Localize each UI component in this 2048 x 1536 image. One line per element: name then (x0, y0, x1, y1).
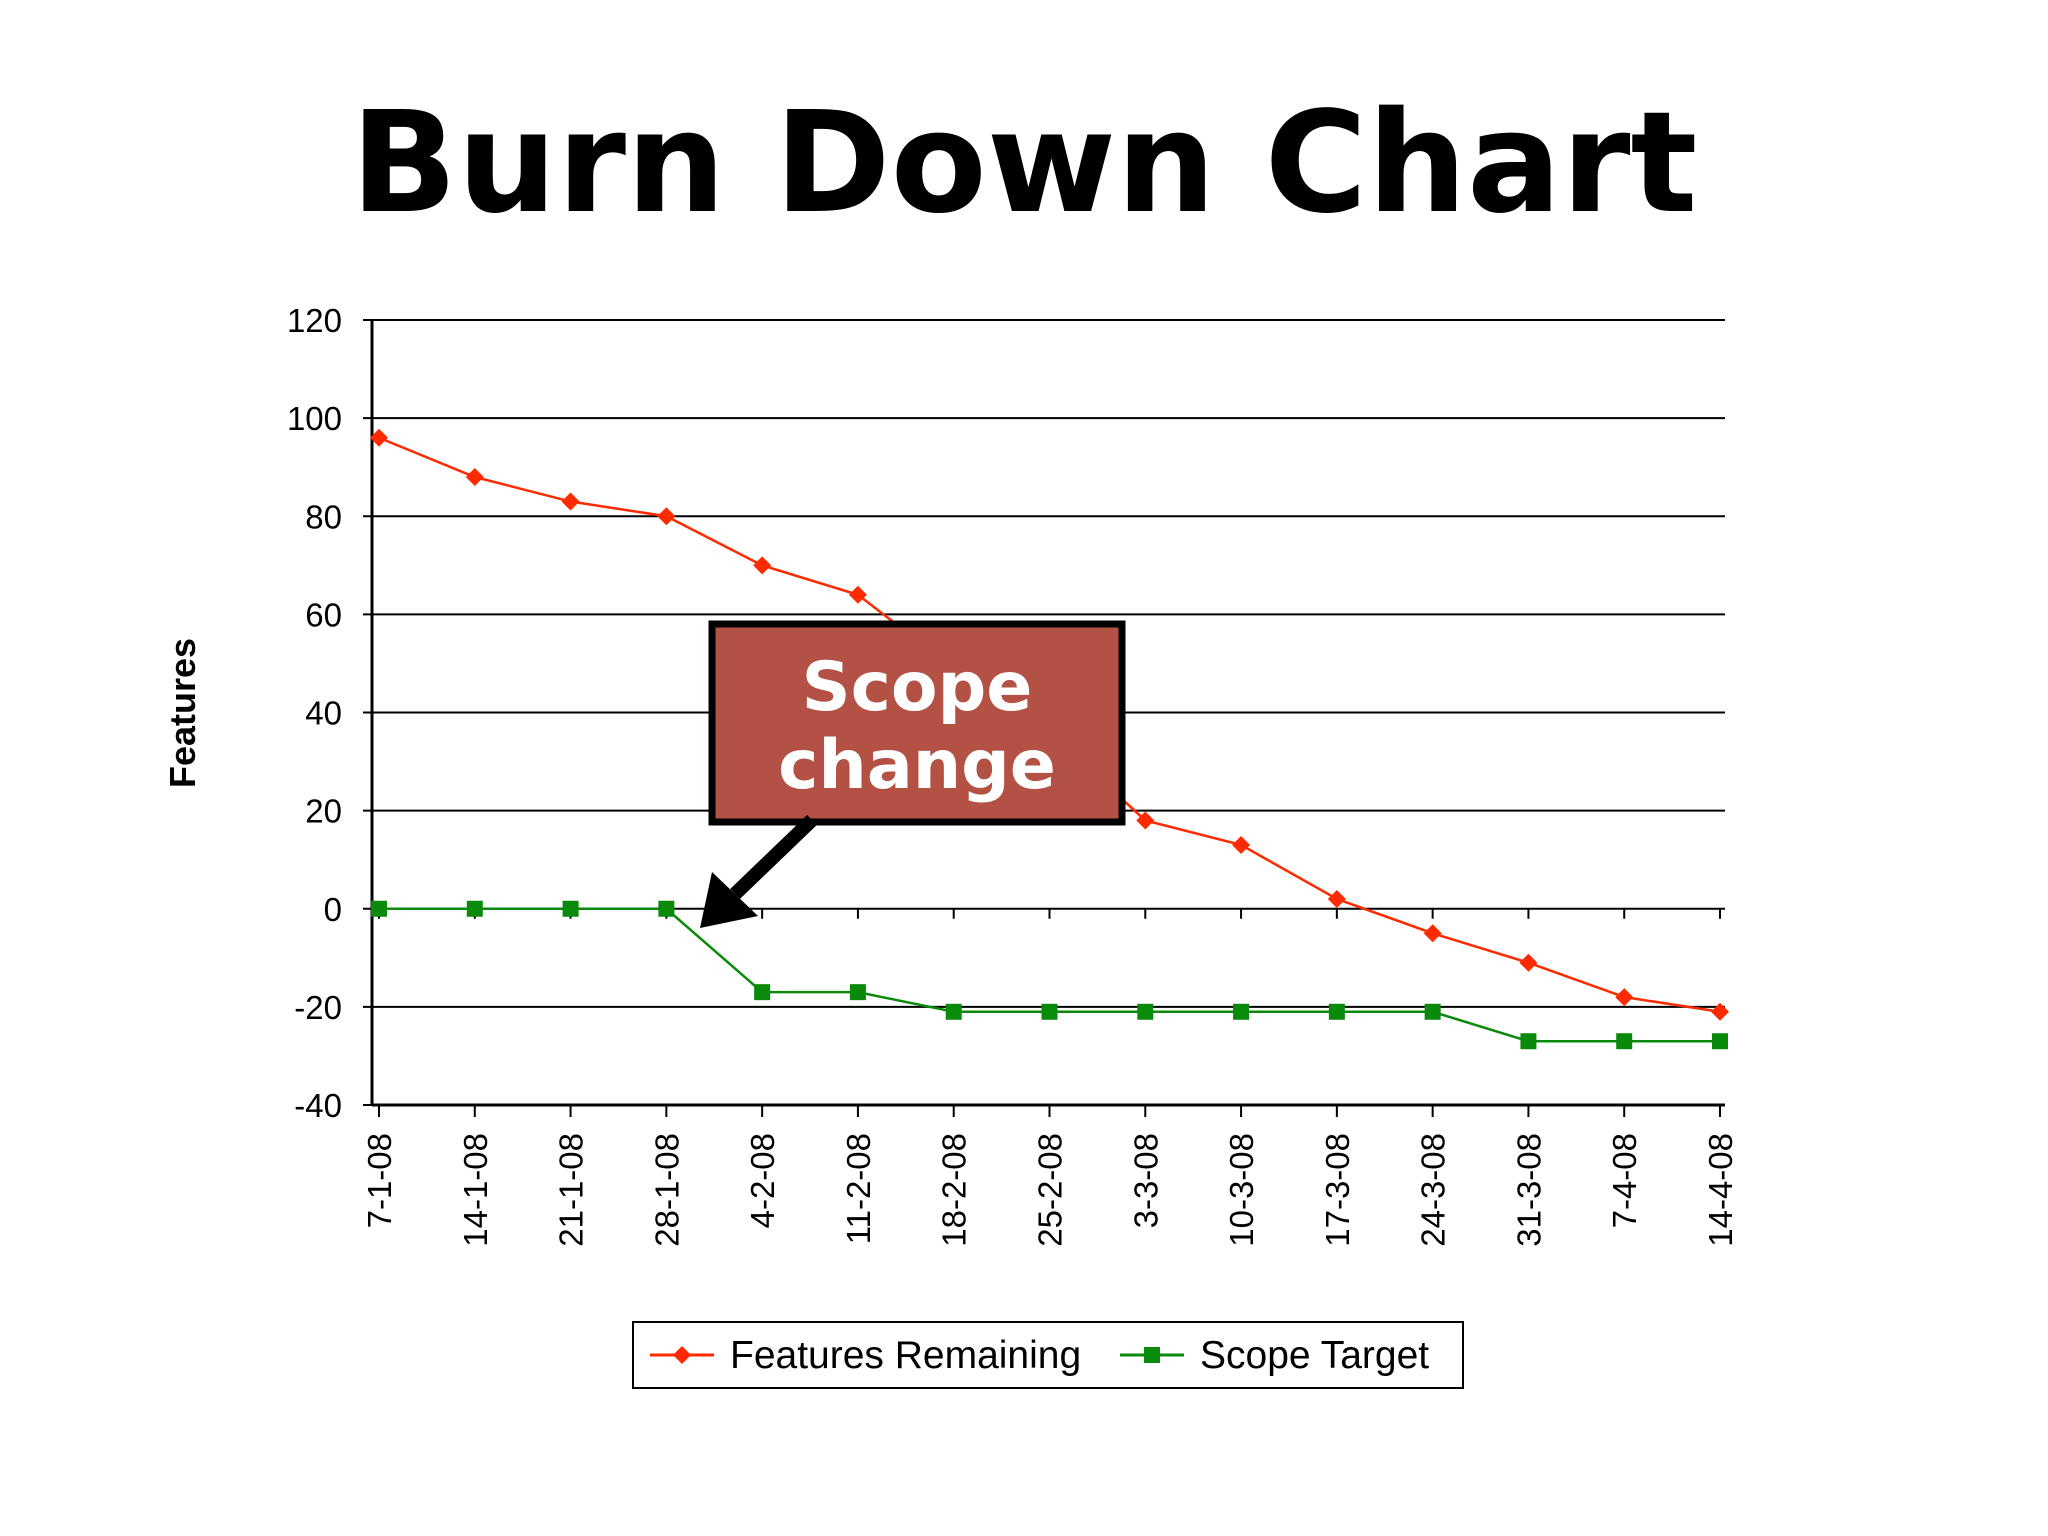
data-point (848, 585, 867, 604)
data-point (1424, 1003, 1441, 1020)
x-tick-label: 14-1-08 (457, 1133, 494, 1247)
x-tick-label: 31-3-08 (1510, 1133, 1547, 1247)
legend-item: Features Remaining (650, 1334, 1081, 1377)
legend-label: Features Remaining (730, 1334, 1081, 1377)
data-point (657, 507, 676, 526)
legend-item: Scope Target (1120, 1334, 1429, 1377)
data-point (1136, 811, 1155, 830)
x-tick-labels: 7-1-08 14-1-08 21-1-08 28-1-08 4-2-08 11-2-08… (361, 1133, 1739, 1247)
x-tick-label: 17-3-08 (1319, 1133, 1356, 1247)
x-tick-label: 18-2-08 (936, 1133, 973, 1247)
x-tick-label: 7-1-08 (361, 1133, 398, 1228)
x-tick-label: 25-2-08 (1032, 1133, 1069, 1247)
legend: Features Remaining Scope Target (632, 1321, 1464, 1389)
x-tick-label: 21-1-08 (553, 1133, 590, 1247)
y-tick-label: 80 (305, 498, 342, 535)
data-point (1520, 1033, 1537, 1050)
data-point (562, 900, 579, 917)
y-tick-label: 100 (287, 400, 342, 437)
callout-arrow-shaft (730, 814, 817, 900)
data-point (1615, 988, 1634, 1007)
data-point (1233, 1003, 1250, 1020)
callout-text: change (778, 726, 1056, 805)
data-point (1232, 835, 1251, 854)
x-tick-label: 24-3-08 (1415, 1133, 1452, 1247)
y-tick-label: 120 (287, 302, 342, 339)
data-point (370, 428, 388, 447)
y-tick-label: 0 (324, 891, 342, 928)
data-point (1616, 1033, 1633, 1050)
y-tick-label: 60 (305, 596, 342, 633)
data-point (561, 492, 580, 511)
data-point (1712, 1033, 1728, 1050)
y-tick-label: -40 (294, 1087, 342, 1124)
series-line (379, 907, 1720, 1043)
data-point (1137, 1003, 1154, 1020)
x-tick-label: 11-2-08 (840, 1133, 877, 1244)
data-point (1041, 1003, 1058, 1020)
data-point (1144, 1347, 1160, 1363)
callout-text: Scope (802, 648, 1033, 727)
y-tick-label: 40 (305, 695, 342, 732)
data-point (371, 900, 387, 917)
data-point (673, 1346, 691, 1364)
callout-arrow-head (700, 872, 758, 928)
legend-box (632, 1321, 1464, 1389)
axes (363, 319, 1725, 1117)
data-point (1423, 924, 1442, 943)
data-point (849, 984, 866, 1001)
data-point (1327, 889, 1346, 908)
x-tick-label: 3-3-08 (1127, 1133, 1164, 1228)
y-tick-label: 20 (305, 793, 342, 830)
x-tick-label: 7-4-08 (1606, 1133, 1643, 1228)
x-tick-label: 10-3-08 (1223, 1133, 1260, 1247)
y-tick-label: -20 (294, 989, 342, 1026)
data-point (658, 900, 675, 917)
slide-title: Burn Down Chart (350, 82, 1698, 245)
data-point (1519, 953, 1538, 972)
data-point (754, 984, 771, 1001)
data-point (1711, 1002, 1729, 1021)
data-point (1328, 1003, 1345, 1020)
callout-box (708, 620, 1126, 826)
data-point (753, 556, 772, 575)
series-scope-target (371, 900, 1728, 1050)
x-tick-label: 14-4-08 (1702, 1133, 1739, 1247)
data-point (465, 468, 484, 486)
y-tick-labels: 120 100 80 60 40 20 0 -20 -40 (287, 302, 342, 1124)
x-tick-label: 4-2-08 (744, 1133, 781, 1228)
x-tick-label: 28-1-08 (648, 1133, 685, 1247)
data-point (466, 900, 483, 917)
data-point (945, 1003, 962, 1020)
y-axis-title: Features (162, 638, 203, 788)
legend-label: Scope Target (1200, 1334, 1429, 1377)
